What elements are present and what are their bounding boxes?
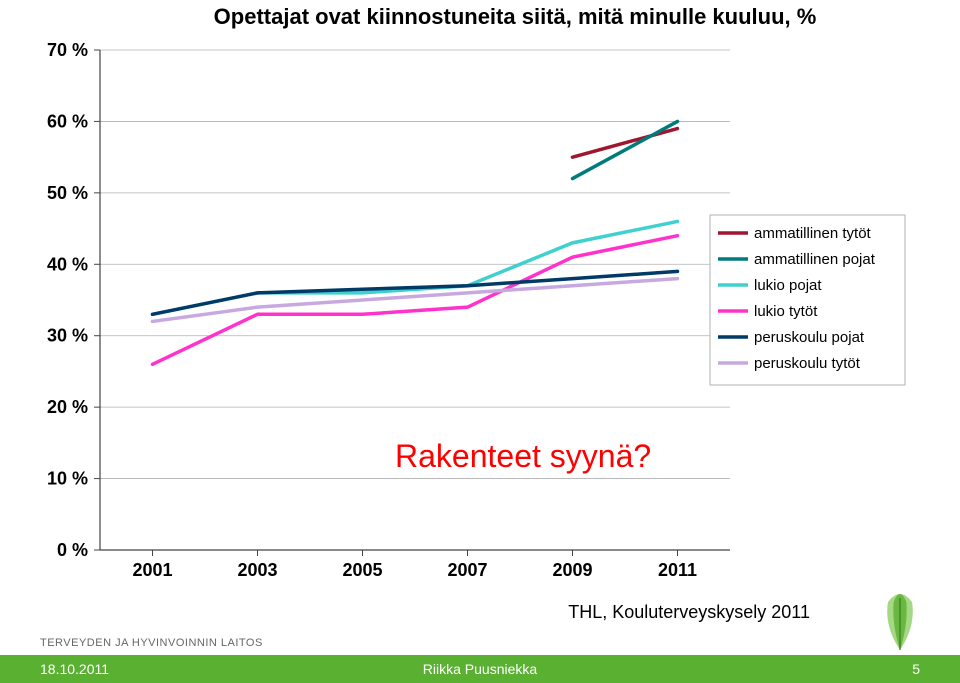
svg-text:ammatillinen pojat: ammatillinen pojat xyxy=(754,251,876,268)
chart-container: 0 % 10 % 20 % 30 % 40 % 50 % 60 % 70 % 2001 2003 2… xyxy=(30,40,930,600)
svg-text:60 %: 60 % xyxy=(47,111,88,131)
svg-text:lukio tytöt: lukio tytöt xyxy=(754,303,818,320)
svg-text:ammatillinen tytöt: ammatillinen tytöt xyxy=(754,225,872,242)
svg-text:30 %: 30 % xyxy=(47,326,88,346)
source-citation: THL, Kouluterveyskysely 2011 xyxy=(568,602,810,623)
svg-text:2011: 2011 xyxy=(658,560,697,580)
footer-page-number: 5 xyxy=(912,661,920,677)
svg-text:40 %: 40 % xyxy=(47,254,88,274)
svg-text:50 %: 50 % xyxy=(47,183,88,203)
chart-title: Opettajat ovat kiinnostuneita siitä, mit… xyxy=(100,4,930,30)
svg-text:lukio pojat: lukio pojat xyxy=(754,277,822,294)
svg-text:10 %: 10 % xyxy=(47,469,88,489)
svg-text:peruskoulu tytöt: peruskoulu tytöt xyxy=(754,355,861,372)
leaf-icon xyxy=(860,578,940,658)
svg-text:peruskoulu pojat: peruskoulu pojat xyxy=(754,329,865,346)
svg-text:2007: 2007 xyxy=(447,560,487,580)
svg-text:2001: 2001 xyxy=(132,560,172,580)
svg-text:70 %: 70 % xyxy=(47,40,88,60)
thl-logo-text: TERVEYDEN JA HYVINVOINNIN LAITOS xyxy=(40,637,263,649)
svg-text:2009: 2009 xyxy=(552,560,592,580)
svg-text:2003: 2003 xyxy=(237,560,277,580)
svg-text:0 %: 0 % xyxy=(57,540,88,560)
svg-text:2005: 2005 xyxy=(342,560,382,580)
footer-author: Riikka Puusniekka xyxy=(0,661,960,677)
svg-text:20 %: 20 % xyxy=(47,397,88,417)
